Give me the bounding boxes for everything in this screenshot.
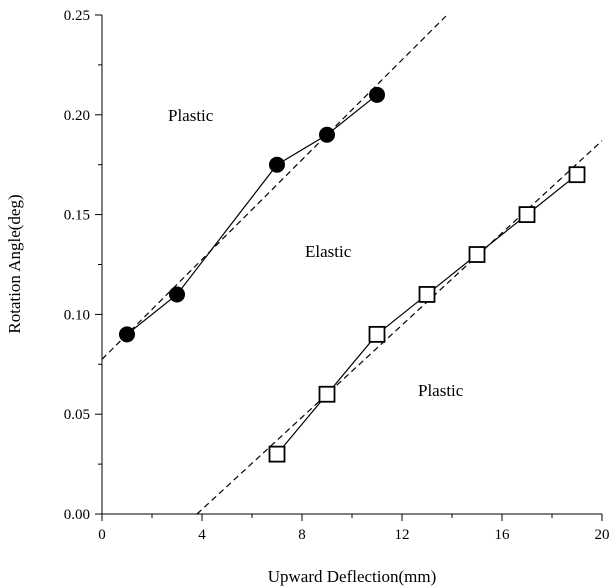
- series-2-point: [368, 325, 386, 343]
- data-marks: [119, 86, 586, 463]
- annotation-elastic: Elastic: [305, 242, 352, 261]
- chart-axes: 0 4 8 12 16 20 0.00 0.05 0.10 0.15 0.20 0.25: [64, 8, 610, 543]
- series-1-point: [269, 156, 285, 173]
- annotation-plastic-lower: Plastic: [418, 381, 464, 400]
- x-tick-label: 20: [595, 527, 610, 543]
- y-tick-label: 0.20: [64, 108, 90, 124]
- series-2-point: [468, 246, 486, 263]
- annotation-plastic-upper: Plastic: [168, 106, 214, 125]
- x-tick-label: 4: [198, 527, 206, 543]
- y-axis-title: Rotation Angle(deg): [5, 194, 24, 333]
- x-axis-title: Upward Deflection(mm): [268, 567, 437, 586]
- fit-line-2: [196, 140, 603, 515]
- x-tick-label: 0: [98, 527, 106, 543]
- y-tick-label: 0.05: [64, 407, 90, 423]
- series-1-point: [369, 86, 385, 103]
- series-2-point: [268, 445, 286, 463]
- series-1-point: [169, 286, 185, 303]
- series-1-line: [126, 94, 378, 335]
- series-1-point: [319, 126, 335, 143]
- x-tick-label: 12: [395, 527, 410, 543]
- x-tick-label: 8: [298, 527, 306, 543]
- y-tick-label: 0.15: [64, 208, 90, 224]
- series-2-point: [318, 385, 336, 403]
- y-tick-label: 0.00: [64, 507, 90, 523]
- fit-line-1: [101, 14, 448, 360]
- y-tick-label: 0.10: [64, 307, 90, 323]
- series-2-point: [418, 286, 436, 303]
- fit-lines: [101, 14, 603, 515]
- series-2-point: [518, 206, 536, 224]
- x-tick-label: 16: [495, 527, 511, 543]
- series-2-point: [568, 166, 586, 184]
- series-1-point: [119, 326, 135, 343]
- y-tick-label: 0.25: [64, 8, 90, 24]
